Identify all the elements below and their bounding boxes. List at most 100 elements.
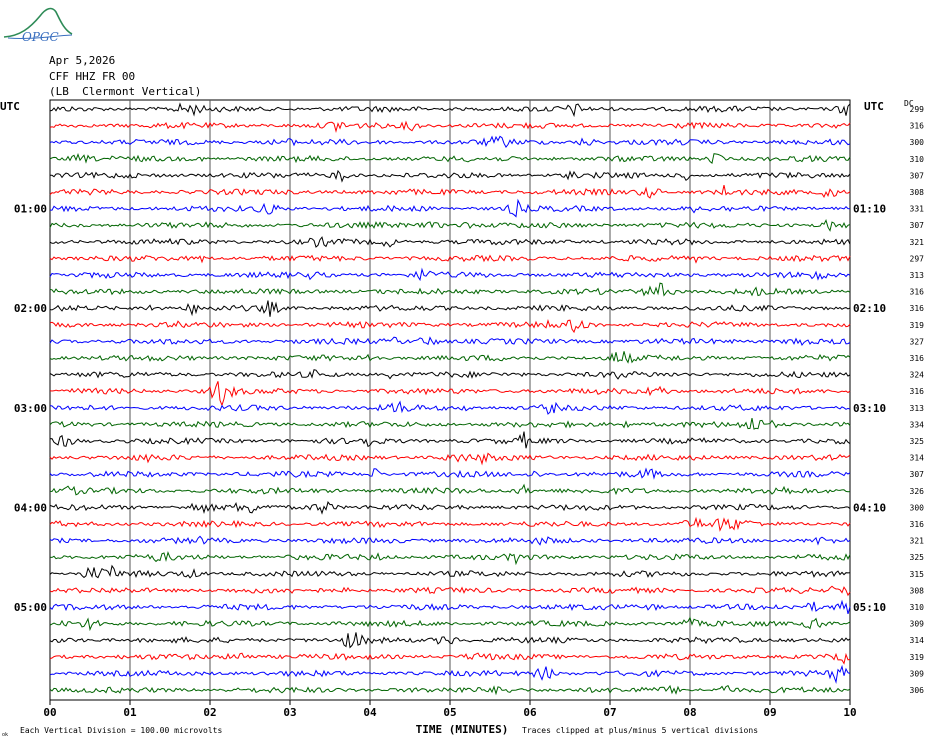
dc-offset-label: 316 bbox=[910, 387, 925, 396]
trace-line bbox=[49, 218, 851, 232]
dc-offset-label: 325 bbox=[910, 437, 925, 446]
trace-line bbox=[49, 599, 851, 615]
x-tick-label: 07 bbox=[603, 706, 616, 719]
x-tick-label: 02 bbox=[203, 706, 216, 719]
right-time-label: 02:10 bbox=[853, 302, 886, 315]
dc-offset-label: 331 bbox=[910, 205, 925, 214]
trace-line bbox=[49, 431, 851, 449]
trace-line bbox=[50, 169, 851, 183]
clipping-note: Traces clipped at plus/minus 5 vertical … bbox=[522, 726, 758, 735]
x-tick-label: 05 bbox=[443, 706, 456, 719]
dc-header-label: DC bbox=[904, 99, 914, 108]
dc-offset-label: 334 bbox=[910, 420, 925, 429]
trace-line bbox=[49, 684, 851, 696]
trace-line bbox=[49, 267, 851, 282]
trace-line bbox=[49, 616, 851, 632]
x-tick-label: 03 bbox=[283, 706, 296, 719]
trace-line bbox=[49, 585, 851, 597]
trace-line bbox=[49, 135, 851, 149]
x-tick-label: 08 bbox=[683, 706, 696, 719]
dc-offset-label: 297 bbox=[910, 254, 925, 263]
dc-offset-label: 327 bbox=[910, 337, 925, 346]
dc-offset-label: 308 bbox=[910, 188, 925, 197]
dc-offset-label: 316 bbox=[910, 304, 925, 313]
dc-offset-label: 313 bbox=[910, 404, 925, 413]
dc-offset-label: 316 bbox=[910, 520, 925, 529]
left-time-label: 03:00 bbox=[14, 402, 47, 415]
dc-offset-label: 321 bbox=[910, 537, 925, 546]
right-time-label: 05:10 bbox=[853, 601, 886, 614]
trace-line bbox=[49, 254, 851, 264]
trace-line bbox=[49, 236, 851, 248]
dc-offset-label: 319 bbox=[910, 321, 925, 330]
dc-offset-label: 313 bbox=[910, 271, 925, 280]
dc-offset-label: 316 bbox=[910, 288, 925, 297]
x-axis-title: TIME (MINUTES) bbox=[416, 723, 509, 736]
trace-line bbox=[49, 381, 851, 407]
x-tick-label: 06 bbox=[523, 706, 537, 719]
trace-line bbox=[49, 102, 851, 118]
dc-offset-label: 321 bbox=[910, 238, 925, 247]
x-tick-label: 09 bbox=[763, 706, 776, 719]
x-tick-label: 01 bbox=[123, 706, 137, 719]
dc-offset-label: 306 bbox=[910, 686, 925, 695]
trace-line bbox=[49, 369, 851, 380]
dc-offset-label: 307 bbox=[910, 171, 925, 180]
vertical-scale-note: Each Vertical Division = 100.00 microvol… bbox=[20, 726, 222, 735]
logo-text: OPGC bbox=[22, 30, 59, 44]
dc-offset-label: 314 bbox=[910, 636, 925, 645]
trace-line bbox=[49, 351, 851, 364]
traces bbox=[49, 102, 851, 696]
footer-mark: ok bbox=[2, 732, 8, 738]
dc-offset-label: 310 bbox=[910, 603, 925, 612]
dc-offset-label: 314 bbox=[910, 454, 925, 463]
trace-line bbox=[49, 184, 851, 199]
trace-line bbox=[49, 551, 851, 566]
opgc-logo: OPGC bbox=[3, 7, 73, 44]
x-tick-label: 04 bbox=[363, 706, 377, 719]
trace-line bbox=[49, 452, 851, 466]
dc-offset-label: 324 bbox=[910, 371, 925, 380]
trace-line bbox=[49, 564, 851, 579]
x-tick-label: 00 bbox=[43, 706, 56, 719]
trace-line bbox=[49, 501, 851, 515]
dc-offset-label: 300 bbox=[910, 138, 925, 147]
trace-line bbox=[49, 153, 851, 164]
trace-line bbox=[49, 120, 851, 134]
dc-offset-label: 315 bbox=[910, 570, 925, 579]
left-time-label: 04:00 bbox=[14, 501, 47, 514]
trace-line bbox=[49, 467, 851, 480]
dc-offset-label: 319 bbox=[910, 653, 925, 662]
x-tick-label: 10 bbox=[843, 706, 856, 719]
plot-grid bbox=[49, 99, 851, 705]
trace-line bbox=[49, 516, 851, 532]
trace-line bbox=[49, 664, 851, 684]
dc-offset-label: 307 bbox=[910, 470, 925, 479]
trace-line bbox=[49, 300, 851, 317]
left-time-label: 01:00 bbox=[14, 203, 47, 216]
trace-line bbox=[49, 535, 851, 546]
trace-line bbox=[49, 483, 851, 496]
left-time-label: 02:00 bbox=[14, 302, 47, 315]
right-time-label: 01:10 bbox=[853, 203, 886, 216]
left-utc-label: UTC bbox=[0, 100, 20, 113]
right-time-label: 04:10 bbox=[853, 501, 886, 514]
right-time-label: 03:10 bbox=[853, 402, 886, 415]
dc-offset-label: 307 bbox=[910, 221, 925, 230]
dc-offset-label: 316 bbox=[910, 354, 925, 363]
dc-offset-label: 299 bbox=[910, 105, 925, 114]
trace-line bbox=[49, 198, 851, 218]
channel-label: CFF HHZ FR 00 bbox=[49, 70, 136, 83]
trace-line bbox=[49, 336, 851, 346]
trace-line bbox=[49, 652, 851, 665]
trace-line bbox=[49, 282, 851, 297]
dc-offset-label: 309 bbox=[910, 669, 925, 678]
dc-offset-label: 310 bbox=[910, 155, 925, 164]
dc-offset-label: 326 bbox=[910, 487, 925, 496]
dc-offset-label: 300 bbox=[910, 503, 925, 512]
dc-offset-label: 316 bbox=[910, 122, 925, 131]
dc-offset-label: 309 bbox=[910, 620, 925, 629]
trace-line bbox=[49, 418, 851, 430]
trace-line bbox=[49, 632, 851, 649]
